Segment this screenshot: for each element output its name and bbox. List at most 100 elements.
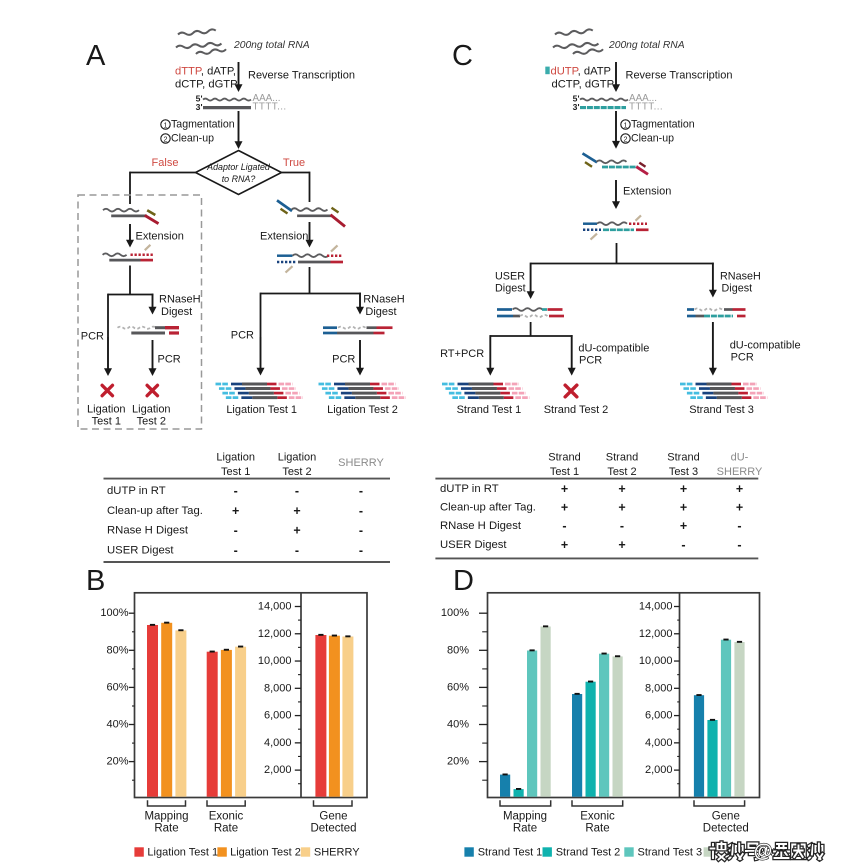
svg-text:Tagmentation: Tagmentation: [631, 119, 695, 131]
svg-text:2: 2: [164, 134, 168, 143]
svg-text:PCR: PCR: [158, 353, 181, 365]
svg-text:False: False: [152, 157, 179, 169]
svg-text:-: -: [562, 519, 566, 533]
svg-text:Ligation: Ligation: [132, 403, 171, 415]
svg-text:-: -: [737, 538, 741, 552]
svg-text:-: -: [295, 544, 299, 558]
svg-text:+: +: [680, 482, 687, 496]
svg-text:Detected: Detected: [703, 822, 749, 834]
svg-text:Exonic: Exonic: [580, 810, 615, 822]
svg-text:TTTT...: TTTT...: [253, 101, 287, 112]
svg-text:-: -: [681, 538, 685, 552]
svg-text:Digest: Digest: [722, 282, 753, 294]
svg-text:PCR: PCR: [579, 354, 602, 366]
svg-text:12,000: 12,000: [639, 628, 673, 640]
svg-text:Strand Test 2: Strand Test 2: [544, 404, 609, 416]
svg-text:Strand Test 1: Strand Test 1: [457, 404, 522, 416]
svg-text:Strand: Strand: [606, 452, 638, 464]
svg-text:PCR: PCR: [231, 329, 254, 341]
svg-text:PCR: PCR: [332, 353, 355, 365]
svg-text:+: +: [618, 501, 625, 515]
svg-text:RT+PCR: RT+PCR: [440, 348, 484, 360]
svg-text:B: B: [86, 565, 105, 597]
svg-text:-: -: [359, 544, 363, 558]
svg-text:dCTP, dGTP: dCTP, dGTP: [175, 79, 238, 91]
svg-text:3': 3': [196, 102, 203, 112]
svg-text:-: -: [234, 544, 238, 558]
svg-text:Gene: Gene: [712, 810, 740, 822]
svg-text:Extension: Extension: [260, 231, 308, 243]
svg-text:4,000: 4,000: [645, 737, 673, 749]
svg-text:60%: 60%: [447, 681, 469, 693]
svg-text:+: +: [618, 538, 625, 552]
svg-text:Mapping: Mapping: [144, 810, 188, 822]
svg-text:Adaptor Ligated: Adaptor Ligated: [206, 162, 271, 172]
svg-text:PCR: PCR: [81, 331, 104, 343]
svg-text:+: +: [736, 501, 743, 515]
svg-text:2: 2: [624, 134, 628, 143]
svg-text:RNase H Digest: RNase H Digest: [440, 520, 522, 532]
svg-text:Gene: Gene: [319, 810, 347, 822]
svg-text:Strand: Strand: [548, 452, 580, 464]
svg-text:-: -: [359, 504, 363, 518]
svg-text:80%: 80%: [106, 644, 128, 656]
svg-text:USER: USER: [495, 270, 525, 282]
svg-text:Test 1: Test 1: [92, 415, 121, 427]
svg-text:Test 2: Test 2: [137, 415, 166, 427]
svg-text:dUTP, dATP: dUTP, dATP: [551, 66, 612, 78]
svg-text:Detected: Detected: [310, 822, 356, 834]
svg-text:C: C: [452, 40, 473, 72]
svg-text:dUTP in RT: dUTP in RT: [107, 485, 166, 497]
svg-text:RNase H Digest: RNase H Digest: [107, 525, 189, 537]
svg-text:200ng total RNA: 200ng total RNA: [608, 40, 685, 51]
svg-text:dU-compatible: dU-compatible: [578, 342, 649, 354]
svg-text:2,000: 2,000: [264, 764, 292, 776]
svg-text:40%: 40%: [106, 719, 128, 731]
svg-text:200ng total RNA: 200ng total RNA: [233, 40, 310, 51]
svg-text:10,000: 10,000: [258, 655, 292, 667]
svg-text:dTTP, dATP,: dTTP, dATP,: [175, 66, 236, 78]
svg-text:Rate: Rate: [585, 822, 609, 834]
svg-text:Ligation: Ligation: [87, 403, 126, 415]
svg-text:1: 1: [624, 120, 628, 129]
svg-text:Strand Test 3: Strand Test 3: [689, 404, 754, 416]
svg-text:SHERRY: SHERRY: [314, 846, 360, 858]
svg-text:Reverse Transcription: Reverse Transcription: [626, 70, 733, 82]
svg-text:Digest: Digest: [365, 306, 396, 318]
svg-text:Clean-up after Tag.: Clean-up after Tag.: [440, 502, 536, 514]
svg-text:USER Digest: USER Digest: [440, 539, 507, 551]
svg-text:+: +: [561, 501, 568, 515]
svg-text:Strand Test 1: Strand Test 1: [478, 846, 543, 858]
svg-text:-: -: [359, 524, 363, 538]
svg-text:80%: 80%: [447, 644, 469, 656]
svg-text:dUTP in RT: dUTP in RT: [440, 483, 499, 495]
svg-text:Ligation Test 2: Ligation Test 2: [230, 846, 301, 858]
svg-text:+: +: [680, 501, 687, 515]
svg-text:+: +: [293, 504, 300, 518]
svg-text:Mapping: Mapping: [503, 810, 547, 822]
svg-text:+: +: [293, 524, 300, 538]
svg-text:True: True: [283, 157, 305, 169]
svg-text:Clean-up: Clean-up: [171, 133, 214, 145]
svg-text:Strand Test 2: Strand Test 2: [556, 846, 621, 858]
svg-text:Extension: Extension: [136, 231, 184, 243]
svg-text:-: -: [620, 519, 624, 533]
svg-text:+: +: [680, 519, 687, 533]
svg-text:Ligation: Ligation: [216, 452, 255, 464]
svg-text:D: D: [453, 565, 474, 597]
svg-text:Rate: Rate: [154, 822, 178, 834]
svg-text:Ligation Test 1: Ligation Test 1: [147, 846, 218, 858]
svg-text:6,000: 6,000: [645, 710, 673, 722]
svg-text:60%: 60%: [106, 681, 128, 693]
svg-text:Digest: Digest: [161, 306, 192, 318]
svg-text:-: -: [234, 524, 238, 538]
svg-text:@: @: [754, 841, 773, 862]
svg-text:+: +: [618, 482, 625, 496]
svg-text:14,000: 14,000: [258, 601, 292, 613]
svg-text:+: +: [736, 482, 743, 496]
svg-text:12,000: 12,000: [258, 628, 292, 640]
svg-text:-: -: [359, 484, 363, 498]
svg-text:AAA...: AAA...: [629, 93, 657, 104]
svg-text:dU-compatible: dU-compatible: [730, 340, 801, 352]
svg-text:3': 3': [573, 102, 580, 112]
